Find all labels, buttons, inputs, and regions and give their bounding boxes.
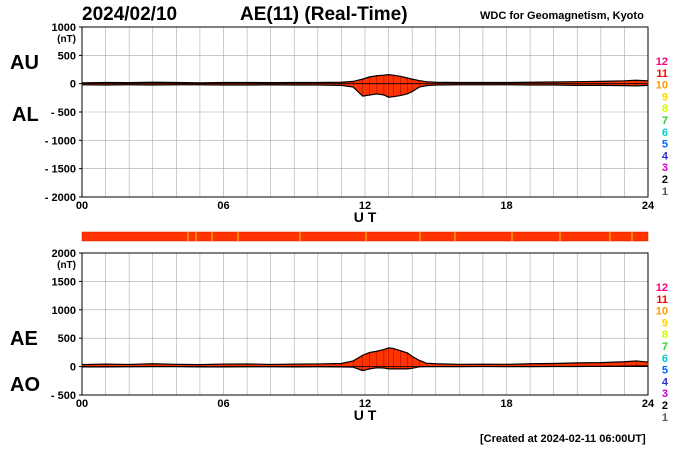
x-tick-label: 06 <box>217 200 229 212</box>
y-tick-label: - 1500 <box>45 164 76 176</box>
data-source: WDC for Geomagnetism, Kyoto <box>480 10 644 22</box>
x-tick-label: 18 <box>500 200 512 212</box>
station-count-label: 7 <box>662 341 668 353</box>
chart-date: 2024/02/10 <box>82 4 178 25</box>
series-line-al <box>81 84 649 98</box>
station-count-label: 10 <box>656 80 668 92</box>
data-status-bar <box>81 231 649 242</box>
station-count-label: 7 <box>662 115 668 127</box>
plot-frame <box>81 252 649 396</box>
station-count-label: 6 <box>662 127 668 139</box>
y-tick-label: - 1000 <box>45 135 76 147</box>
x-tick-label: 24 <box>642 398 655 410</box>
au-label: AU <box>10 52 39 74</box>
station-count-label: 9 <box>662 91 668 103</box>
station-count-label: 8 <box>662 103 668 115</box>
x-tick-label: 12 <box>359 398 371 410</box>
x-tick-label: 00 <box>76 398 88 410</box>
station-count-label: 11 <box>656 294 668 306</box>
x-tick-label: 24 <box>642 200 655 212</box>
y-tick-label: 500 <box>58 333 76 345</box>
station-count-label: 1 <box>662 186 668 198</box>
y-unit-label: (nT) <box>57 34 76 45</box>
station-count-label: 3 <box>662 162 668 174</box>
station-count-label: 11 <box>656 68 668 80</box>
y-tick-label: 2000 <box>52 248 76 260</box>
station-count-label: 3 <box>662 388 668 400</box>
chart-title: AE(11) (Real-Time) <box>240 4 408 25</box>
y-tick-label: - 2000 <box>45 192 76 204</box>
y-tick-label: 500 <box>58 50 76 62</box>
station-count-label: 10 <box>656 306 668 318</box>
station-count-label: 6 <box>662 353 668 365</box>
station-count-label: 9 <box>662 317 668 329</box>
station-count-label: 12 <box>656 56 668 68</box>
y-unit-label: (nT) <box>57 260 76 271</box>
x-tick-label: 06 <box>217 398 229 410</box>
station-count-label: 5 <box>662 139 668 151</box>
y-tick-label: 1500 <box>52 276 76 288</box>
station-count-label: 12 <box>656 282 668 294</box>
ao-label: AO <box>10 374 40 396</box>
y-tick-label: 0 <box>70 79 76 91</box>
y-tick-label: 1000 <box>52 305 76 317</box>
station-count-label: 1 <box>662 412 668 424</box>
y-tick-label: 0 <box>70 362 76 374</box>
station-count-label: 4 <box>662 376 669 388</box>
y-tick-label: - 500 <box>51 390 76 402</box>
ae-label: AE <box>10 328 38 350</box>
x-tick-label: 12 <box>359 200 371 212</box>
created-timestamp: [Created at 2024-02-11 06:00UT] <box>480 433 646 445</box>
series-line-ae <box>81 347 649 366</box>
y-tick-label: - 500 <box>51 107 76 119</box>
station-count-label: 2 <box>662 400 668 412</box>
series-line-au <box>81 73 649 84</box>
station-count-label: 8 <box>662 329 668 341</box>
x-axis-label: U T <box>354 407 377 423</box>
station-count-label: 4 <box>662 150 669 162</box>
station-count-label: 2 <box>662 174 668 186</box>
al-label: AL <box>12 104 39 126</box>
area-band <box>82 74 648 98</box>
x-tick-label: 18 <box>500 398 512 410</box>
x-axis-label: U T <box>354 209 377 225</box>
y-tick-label: 1000 <box>52 22 76 34</box>
station-count-label: 5 <box>662 365 668 377</box>
x-tick-label: 00 <box>76 200 88 212</box>
